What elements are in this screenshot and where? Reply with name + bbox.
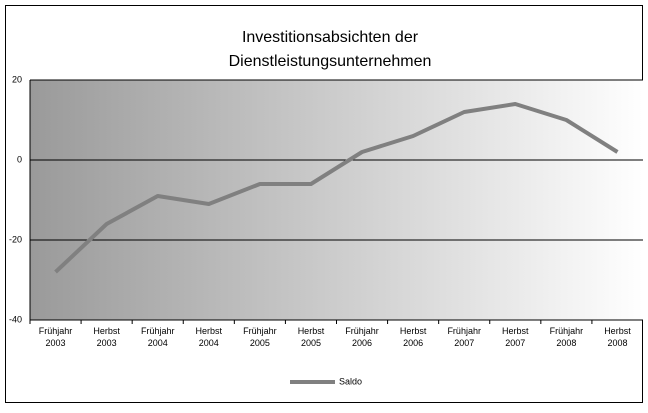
x-tick-label: Frühjahr 2004 [141, 326, 175, 348]
x-tick-label: Herbst 2006 [400, 326, 427, 348]
x-tick-label: Frühjahr 2006 [345, 326, 379, 348]
y-tick-label: -20 [9, 234, 22, 244]
y-tick-label: 0 [17, 154, 22, 164]
chart-title: Dienstleistungsunternehmen [229, 53, 432, 70]
x-tick-label: Herbst 2007 [502, 326, 529, 348]
y-tick-label: 20 [12, 74, 22, 84]
x-tick-label: Frühjahr 2007 [447, 326, 481, 348]
x-tick-label: Herbst 2005 [298, 326, 325, 348]
chart-title: Investitionsabsichten der [242, 29, 419, 46]
x-tick-label: Herbst 2004 [196, 326, 223, 348]
plot-area [30, 80, 643, 320]
legend-label: Saldo [339, 376, 362, 386]
y-tick-label: -40 [9, 314, 22, 324]
series-line [54, 102, 619, 274]
x-tick-label: Frühjahr 2008 [550, 326, 584, 348]
x-tick-label: Frühjahr 2003 [39, 326, 73, 348]
x-tick-label: Herbst 2003 [93, 326, 120, 348]
x-tick-label: Frühjahr 2005 [243, 326, 277, 348]
x-tick-label: Herbst 2008 [604, 326, 631, 348]
